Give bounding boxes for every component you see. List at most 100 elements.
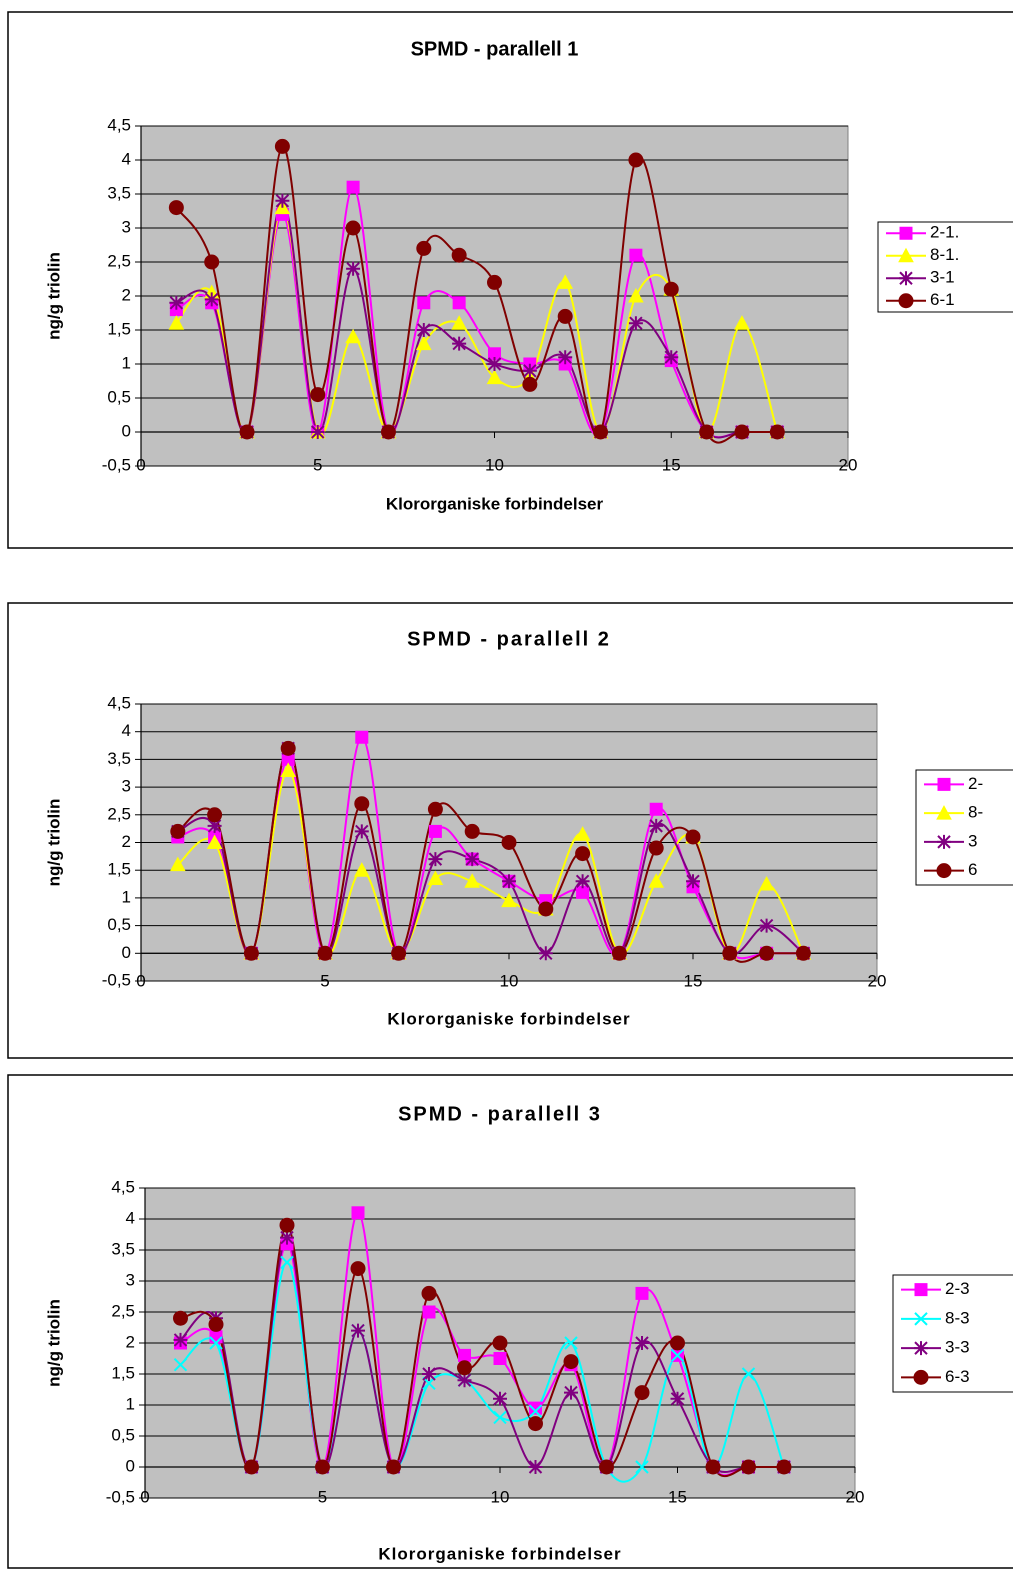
marker — [492, 1335, 508, 1351]
marker — [664, 350, 679, 365]
x-tick-label: 0 — [140, 1487, 149, 1506]
marker — [769, 424, 785, 440]
y-tick-label: 1,5 — [111, 1363, 135, 1382]
marker — [457, 1373, 472, 1388]
y-axis-title: ng/g triolin — [44, 1299, 63, 1387]
y-tick-label: 3,5 — [107, 749, 131, 768]
marker — [575, 874, 590, 889]
marker — [421, 1285, 437, 1301]
marker — [611, 945, 627, 961]
marker — [244, 1459, 259, 1475]
marker — [899, 226, 913, 240]
marker — [416, 323, 431, 337]
marker — [487, 274, 502, 290]
marker — [416, 240, 432, 256]
y-tick-label: 1 — [122, 353, 131, 372]
marker — [173, 1310, 188, 1326]
marker — [628, 287, 644, 303]
marker — [563, 1354, 579, 1370]
marker — [170, 823, 186, 839]
y-tick-label: 0 — [122, 943, 131, 962]
marker — [501, 835, 517, 850]
marker — [529, 1401, 542, 1415]
x-tick-label: 15 — [668, 1487, 687, 1506]
chart-title: SPMD - parallell 3 — [398, 1103, 602, 1125]
marker — [575, 846, 591, 862]
marker — [528, 1404, 543, 1418]
x-axis-title: Klororganiske forbindelser — [386, 494, 604, 513]
legend-box — [915, 769, 1013, 886]
y-tick-label: 3,5 — [107, 183, 131, 202]
legend-box — [892, 1274, 1013, 1393]
marker — [386, 1459, 401, 1475]
marker — [558, 350, 573, 365]
marker — [169, 856, 186, 872]
y-tick-label: -0,5 — [102, 455, 131, 474]
marker — [593, 424, 609, 440]
marker — [635, 1286, 649, 1300]
y-tick-label: 1,5 — [107, 860, 131, 879]
marker — [649, 802, 663, 816]
marker — [315, 1459, 330, 1475]
marker — [734, 424, 750, 440]
x-axis-title: Klororganiske forbindelser — [378, 1544, 621, 1563]
chart: SPMD - parallell 1 -0,5 0 0,5 1 1,5 2 2,5 3 3,5 4 4… — [7, 11, 1013, 549]
y-tick-label: 2 — [122, 832, 131, 851]
marker — [243, 945, 259, 961]
marker — [898, 247, 914, 263]
x-tick-label: 0 — [136, 455, 145, 474]
y-tick-label: 2,5 — [107, 251, 131, 270]
marker — [169, 295, 184, 310]
y-tick-label: 2,5 — [107, 804, 131, 823]
x-tick-label: 15 — [684, 971, 703, 990]
y-tick-label: 3,5 — [111, 1239, 135, 1258]
marker — [734, 315, 750, 330]
marker — [353, 862, 370, 877]
marker — [427, 870, 444, 886]
marker — [501, 892, 517, 908]
marker — [564, 1385, 578, 1400]
marker — [628, 152, 644, 168]
marker — [914, 1283, 928, 1297]
marker — [538, 901, 554, 917]
marker — [937, 777, 951, 791]
marker — [209, 1336, 223, 1350]
y-tick-label: 2 — [122, 285, 131, 304]
marker — [280, 740, 296, 756]
legend-label: 3-3 — [945, 1338, 970, 1357]
y-tick-label: 4,5 — [107, 693, 131, 712]
marker — [204, 292, 219, 307]
marker — [648, 840, 664, 856]
marker — [528, 1416, 543, 1432]
marker — [346, 180, 360, 194]
legend-label: 2- — [968, 774, 983, 793]
marker — [493, 1352, 507, 1365]
y-tick-label: 4 — [126, 1208, 135, 1227]
marker — [427, 801, 443, 817]
series-line — [177, 747, 804, 963]
y-tick-label: 4 — [122, 721, 131, 740]
marker — [168, 315, 185, 330]
marker — [635, 1460, 649, 1474]
y-tick-label: 0,5 — [107, 387, 131, 406]
marker — [452, 296, 466, 310]
y-axis-title: ng/g triolin — [44, 799, 63, 887]
marker — [557, 308, 573, 324]
y-tick-label: 1 — [122, 887, 131, 906]
x-tick-label: 15 — [662, 455, 681, 474]
marker — [705, 1459, 721, 1475]
series-line — [180, 1211, 784, 1477]
marker — [380, 424, 396, 440]
marker — [914, 1312, 928, 1326]
marker — [634, 1385, 650, 1401]
marker — [428, 824, 442, 838]
marker — [795, 945, 811, 961]
marker — [310, 425, 325, 439]
marker — [776, 1459, 792, 1475]
marker — [208, 1316, 224, 1332]
x-tick-label: 5 — [318, 1487, 327, 1506]
marker — [629, 248, 643, 262]
marker — [173, 1357, 188, 1372]
marker — [557, 274, 574, 289]
marker — [936, 863, 952, 879]
